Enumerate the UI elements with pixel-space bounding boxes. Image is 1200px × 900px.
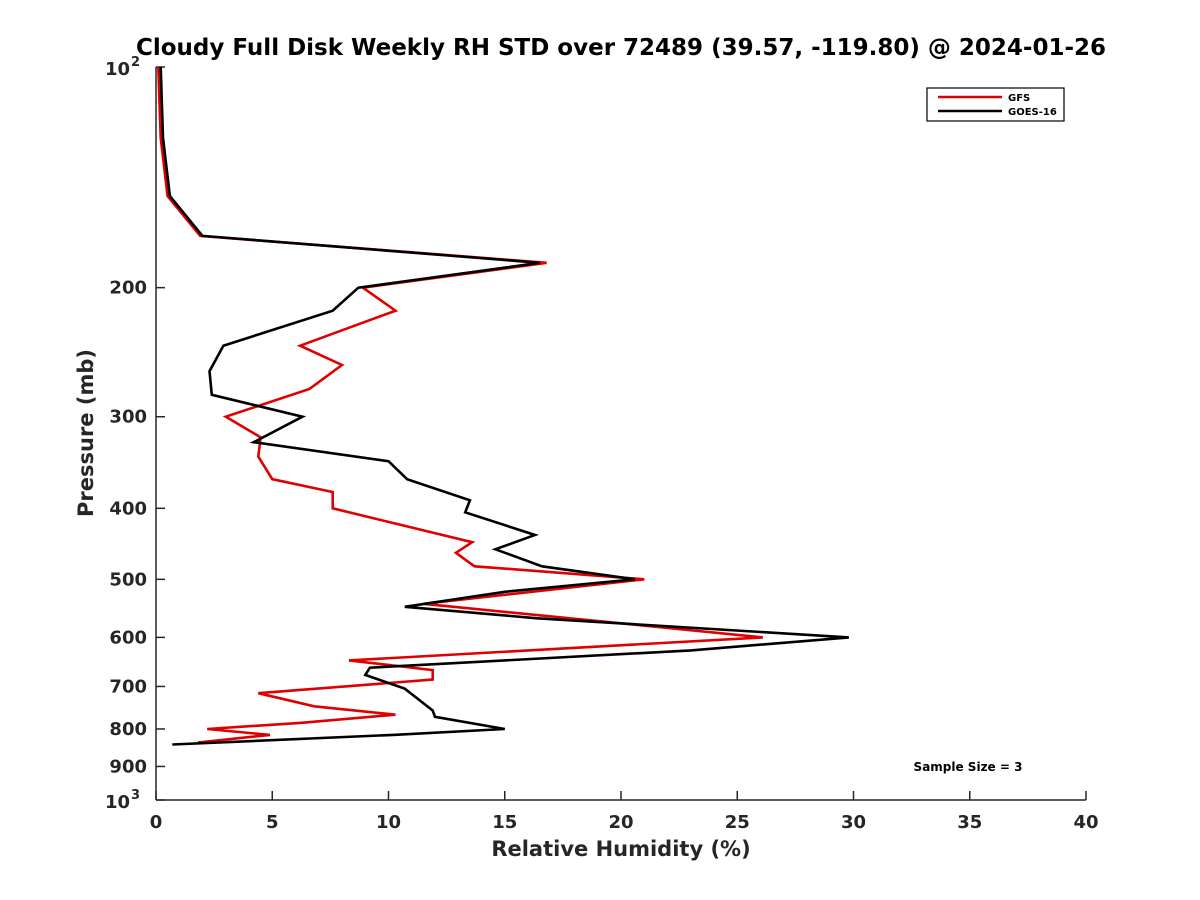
x-tick-label: 30 — [841, 812, 866, 833]
legend-label-gfs: GFS — [1008, 93, 1030, 104]
x-tick-label: 35 — [957, 812, 982, 833]
legend-box — [926, 87, 1065, 122]
chart-title: Cloudy Full Disk Weekly RH STD over 7248… — [136, 35, 1106, 61]
x-tick-label: 0 — [150, 812, 163, 833]
y-tick-label: 600 — [109, 627, 147, 648]
series-line-goes-16 — [159, 66, 850, 746]
y-tick-label: 400 — [109, 498, 147, 519]
y-tick-label: 900 — [109, 756, 147, 777]
y-tick-label-exponent: 3 — [131, 788, 140, 803]
x-tick-label: 20 — [608, 812, 633, 833]
sample-size-annotation: Sample Size = 3 — [914, 760, 1023, 774]
y-tick-label: 300 — [109, 407, 147, 428]
x-tick-label: 10 — [376, 812, 401, 833]
plot-area: 0 5 10 15 20 25 30 35 40 10 220030040050060070080… — [105, 55, 1099, 833]
y-tick-label: 500 — [109, 569, 147, 590]
y-tick-label-exponent: 2 — [131, 55, 140, 70]
series-line-gfs — [157, 66, 763, 744]
series-layer — [157, 66, 850, 746]
legend-label-goes16: GOES-16 — [1008, 107, 1057, 118]
y-axis-label: Pressure (mb) — [74, 349, 98, 517]
x-tick-label: 15 — [492, 812, 517, 833]
x-ticks: 0 5 10 15 20 25 30 35 40 — [150, 791, 1099, 833]
y-tick-label: 700 — [109, 676, 147, 697]
y-tick-label-base: 10 — [105, 792, 130, 813]
x-tick-label: 25 — [725, 812, 750, 833]
x-tick-label: 5 — [266, 812, 279, 833]
x-tick-label: 40 — [1073, 812, 1098, 833]
y-tick-label-base: 10 — [105, 59, 130, 80]
y-tick-label: 200 — [109, 278, 147, 299]
y-tick-label: 800 — [109, 719, 147, 740]
legend: GFS GOES-16 — [926, 87, 1065, 122]
x-axis-label: Relative Humidity (%) — [491, 837, 750, 861]
